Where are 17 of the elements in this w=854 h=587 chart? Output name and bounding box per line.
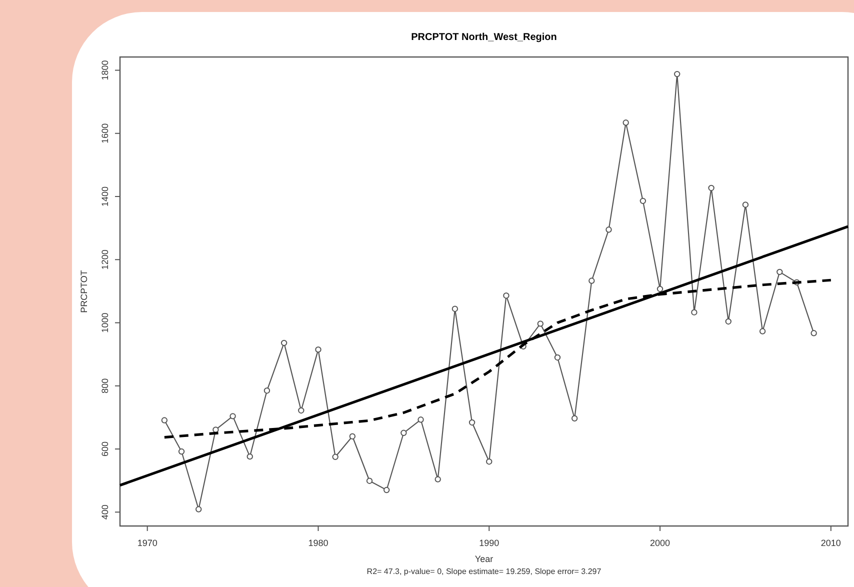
y-tick-label: 1200 bbox=[100, 250, 110, 270]
y-tick-label: 800 bbox=[100, 378, 110, 394]
x-tick-label: 1980 bbox=[308, 538, 328, 548]
y-tick-label: 1600 bbox=[100, 123, 110, 144]
y-tick-label: 600 bbox=[100, 441, 110, 457]
y-tick-label: 1400 bbox=[100, 186, 110, 207]
y-tick-label: 1000 bbox=[100, 312, 110, 333]
y-tick-label: 400 bbox=[100, 504, 110, 520]
y-tick-label: 1800 bbox=[100, 60, 110, 80]
x-tick-label: 2000 bbox=[650, 538, 670, 548]
x-tick-label: 1970 bbox=[137, 538, 158, 548]
x-axis-title: Year bbox=[474, 554, 494, 564]
chart-title: PRCPTOT North_West_Region bbox=[411, 32, 557, 43]
x-tick-label: 1990 bbox=[479, 538, 500, 548]
x-tick-label: 2010 bbox=[820, 538, 841, 548]
y-axis-title: PRCPTOT bbox=[79, 270, 89, 313]
text: R2= 47.3, p-value= 0, Slope estimate= 19.259, Slope error= 3.297 bbox=[366, 567, 602, 576]
